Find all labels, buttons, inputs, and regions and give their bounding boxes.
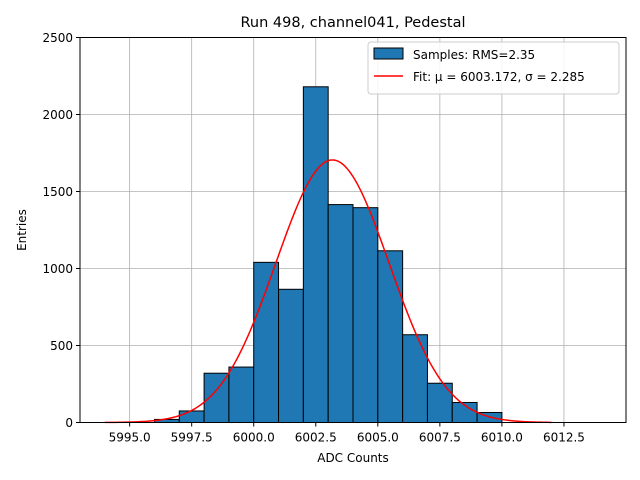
histogram-bar-10 <box>402 334 428 423</box>
histogram-bar-2 <box>203 372 230 423</box>
legend-box <box>367 41 620 95</box>
y-tick-label-2: 1000 <box>42 262 73 276</box>
histogram-bar-3 <box>228 366 255 423</box>
histogram-bar-4 <box>253 261 280 423</box>
chart-title: Run 498, channel041, Pedestal <box>240 15 465 31</box>
legend-label-fit: Fit: μ = 6003.172, σ = 2.285 <box>413 70 585 84</box>
y-tick-label-1: 500 <box>50 339 73 353</box>
x-tick-label-4: 6005.0 <box>357 431 399 445</box>
y-axis-ticks: 0 500 1000 1500 2000 2500 <box>42 31 80 430</box>
legend-swatch-samples <box>373 47 404 60</box>
histogram-bar-6 <box>302 86 329 423</box>
x-tick-label-1: 5997.5 <box>171 431 213 445</box>
histogram-bar-7 <box>327 204 354 423</box>
histogram-bar-8 <box>352 207 379 423</box>
fit-curve <box>104 159 552 424</box>
y-tick-label-4: 2000 <box>42 108 73 122</box>
y-tick-label-3: 1500 <box>42 185 73 199</box>
histogram-bar-9 <box>377 250 404 423</box>
y-axis-label: Entries <box>15 209 29 251</box>
histogram-bar-1 <box>178 410 205 424</box>
y-tick-label-0: 0 <box>65 416 73 430</box>
x-tick-label-7: 6012.5 <box>543 431 585 445</box>
x-tick-label-3: 6002.5 <box>295 431 337 445</box>
x-tick-label-2: 6000.0 <box>233 431 275 445</box>
legend-label-samples: Samples: RMS=2.35 <box>413 48 535 62</box>
y-tick-label-5: 2500 <box>42 31 73 45</box>
x-tick-label-0: 5995.0 <box>109 431 151 445</box>
x-axis-label: ADC Counts <box>317 451 389 465</box>
x-axis-ticks: 5995.0 5997.5 6000.0 6002.5 6005.0 6007.5 6010… <box>109 422 585 445</box>
x-tick-label-6: 6010.0 <box>481 431 523 445</box>
histogram-bar-5 <box>278 288 304 424</box>
legend: Samples: RMS=2.35 Fit: μ = 6003.172, σ =… <box>367 41 620 95</box>
plot-frame <box>79 37 627 423</box>
x-tick-label-5: 6007.5 <box>419 431 461 445</box>
